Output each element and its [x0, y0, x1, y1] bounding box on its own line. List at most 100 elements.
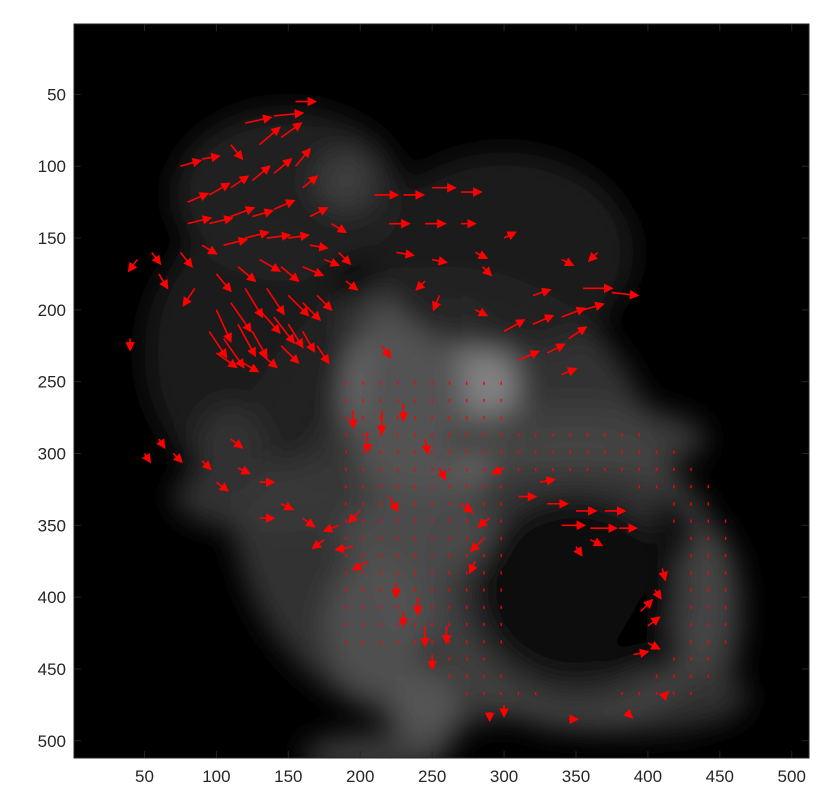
- image-blob: [314, 148, 378, 213]
- vector-arrow: [658, 690, 670, 701]
- vector-arrow: [311, 539, 325, 550]
- vector-arrow: [187, 192, 210, 203]
- vector-arrow: [415, 280, 426, 291]
- x-tick-label: 50: [135, 767, 154, 786]
- vector-arrow: [273, 109, 305, 119]
- vector-arrow: [587, 251, 599, 263]
- vector-arrow: [273, 316, 296, 345]
- vector-arrow: [266, 287, 285, 316]
- vector-arrow: [302, 266, 325, 277]
- y-tick-label: 200: [38, 301, 66, 320]
- vector-arrow: [474, 307, 489, 317]
- vector-arrow: [259, 126, 281, 146]
- vector-arrow: [201, 152, 221, 163]
- vector-arrow: [334, 543, 354, 554]
- vector-arrow: [351, 560, 368, 571]
- vector-arrow: [244, 114, 273, 124]
- vector-arrow: [322, 523, 339, 533]
- vector-arrow: [259, 258, 282, 272]
- vector-arrow: [215, 273, 232, 293]
- y-axis: 50 100 150 200 250 300 350 400 450 500: [38, 85, 809, 751]
- vector-arrow: [179, 251, 193, 269]
- vector-arrow: [230, 175, 250, 189]
- vector-arrow: [532, 314, 555, 325]
- vector-arrow: [223, 236, 249, 247]
- vector-arrow: [302, 517, 316, 528]
- vector-arrow: [652, 589, 662, 600]
- vector-arrow: [491, 465, 505, 475]
- vector-arrow: [437, 467, 446, 481]
- vector-arrow: [201, 460, 212, 471]
- vector-arrow: [546, 343, 566, 354]
- vector-arrow: [431, 256, 449, 266]
- vector-arrow: [251, 331, 268, 359]
- x-tick-label: 450: [706, 767, 734, 786]
- vector-arrow: [640, 598, 654, 613]
- vector-arrow: [151, 251, 162, 266]
- vector-arrow: [503, 231, 518, 241]
- vector-arrow: [230, 302, 252, 333]
- vector-arrow: [345, 280, 359, 291]
- image-blob: [194, 403, 267, 504]
- vector-arrow: [201, 244, 218, 255]
- vector-arrow: [503, 319, 526, 333]
- vector-arrow: [252, 208, 275, 218]
- vector-arrow: [396, 249, 416, 259]
- vector-arrow: [172, 452, 184, 464]
- y-tick-label: 500: [38, 732, 66, 751]
- vector-arrow: [280, 266, 300, 283]
- vector-arrow: [237, 465, 251, 475]
- vector-arrow: [474, 250, 489, 259]
- vector-arrow: [230, 438, 244, 449]
- vector-arrow: [561, 306, 587, 318]
- vector-arrow: [331, 222, 348, 234]
- vector-arrow: [432, 295, 442, 312]
- vector-arrow: [180, 158, 203, 168]
- vector-arrow: [208, 182, 231, 196]
- vector-arrow: [582, 301, 605, 311]
- vector-arrow: [338, 251, 352, 266]
- vector-arrow: [215, 481, 230, 492]
- vector-arrow: [611, 289, 640, 300]
- vector-arrow: [280, 345, 300, 365]
- vector-arrow: [647, 640, 661, 650]
- y-tick-label: 100: [38, 157, 66, 176]
- vector-arrow: [251, 165, 271, 182]
- vector-arrow: [280, 501, 295, 511]
- vector-arrow: [309, 207, 329, 218]
- x-tick-label: 350: [562, 767, 590, 786]
- vector-arrow: [244, 229, 270, 239]
- vector-arrow: [302, 330, 316, 353]
- vector-arrow: [215, 309, 232, 343]
- vector-arrow: [539, 476, 556, 486]
- vector-arrow: [633, 648, 650, 658]
- axes-box: [73, 23, 810, 759]
- vector-arrow: [222, 338, 245, 369]
- vector-arrow: [209, 215, 234, 225]
- x-tick-label: 200: [346, 767, 374, 786]
- vector-arrow: [237, 266, 257, 283]
- vector-arrow: [302, 175, 319, 189]
- y-tick-label: 450: [38, 660, 66, 679]
- vector-arrow: [287, 294, 310, 317]
- image-blob: [374, 151, 634, 353]
- vector-arrow: [244, 287, 264, 319]
- vector-arrow: [187, 215, 213, 225]
- x-tick-label: 100: [202, 767, 230, 786]
- x-tick-label: 400: [634, 767, 662, 786]
- vector-arrow: [294, 147, 311, 167]
- x-tick-label: 500: [778, 767, 806, 786]
- vector-arrow: [316, 294, 333, 311]
- y-tick-label: 300: [38, 444, 66, 463]
- vector-arrow: [273, 157, 293, 175]
- image-blob: [475, 496, 677, 684]
- vector-arrow: [158, 273, 169, 290]
- vector-arrow: [561, 367, 578, 377]
- vector-arrow: [182, 287, 196, 307]
- vector-field: [125, 96, 727, 725]
- vector-arrow: [237, 323, 256, 358]
- vector-arrow: [287, 323, 304, 349]
- y-tick-label: 350: [38, 516, 66, 535]
- vector-arrow: [590, 537, 604, 547]
- vector-arrow: [469, 539, 484, 553]
